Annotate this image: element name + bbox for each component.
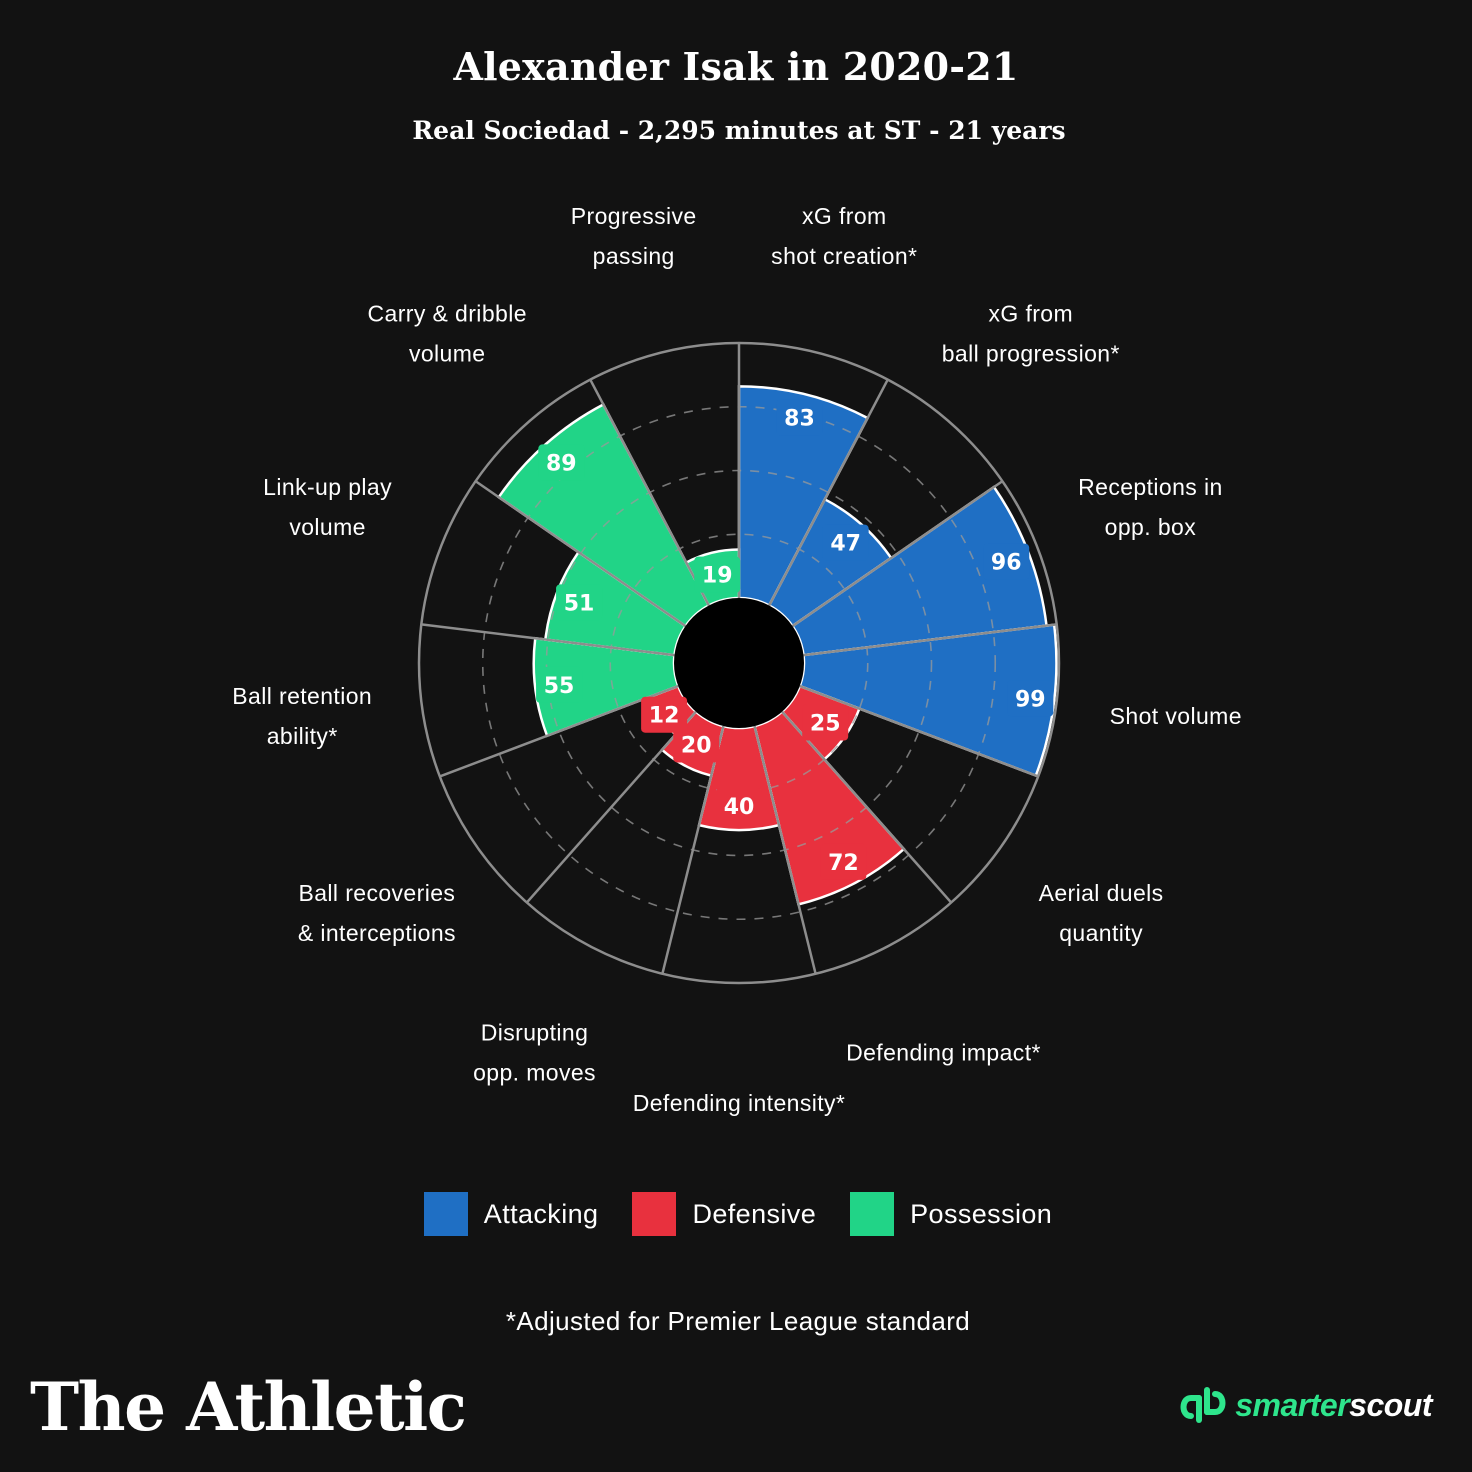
value-label-box xyxy=(822,524,869,561)
footnote: *Adjusted for Premier League standard xyxy=(505,1306,971,1336)
category-label: Progressive passing xyxy=(571,203,697,269)
value-label: 51 xyxy=(556,584,603,621)
value-label-text: 51 xyxy=(564,591,595,616)
value-label: 40 xyxy=(716,788,762,824)
smarterscout-logo-icon xyxy=(1180,1387,1226,1423)
value-label-box xyxy=(776,399,823,436)
center-hole xyxy=(674,598,804,728)
category-label: xG from shot creation* xyxy=(771,203,917,269)
legend-item-possession: Possession xyxy=(850,1192,1052,1236)
value-label-box xyxy=(983,543,1030,580)
value-label-text: 83 xyxy=(784,407,815,432)
legend-swatch-possession xyxy=(850,1192,895,1236)
value-label: 25 xyxy=(802,704,849,741)
category-label: Ball recoveries & interceptions xyxy=(298,880,456,946)
category-label: Ball retention ability* xyxy=(232,683,372,749)
legend-item-attacking: Attacking xyxy=(423,1192,599,1236)
value-label-box xyxy=(694,556,741,593)
value-label: 20 xyxy=(673,726,720,763)
value-label-box xyxy=(641,696,688,733)
legend: Attacking Defensive Possession xyxy=(0,1192,1472,1236)
value-label-box xyxy=(673,726,720,763)
spoke-4 xyxy=(803,623,1057,657)
value-label-text: 47 xyxy=(830,532,861,557)
value-label-text: 40 xyxy=(724,795,755,820)
value-label-box xyxy=(536,666,583,703)
category-label: Carry & dribble volume xyxy=(368,301,527,367)
value-label: 12 xyxy=(641,696,688,733)
value-label-box xyxy=(802,704,849,741)
category-label: xG from ball progression* xyxy=(942,301,1120,367)
spoke-6 xyxy=(781,710,953,904)
category-label: Link-up play volume xyxy=(263,474,392,540)
spoke-9 xyxy=(525,710,697,904)
chart-subtitle: Real Sociedad - 2,295 minutes at ST - 21… xyxy=(412,116,1066,145)
value-label-text: 12 xyxy=(649,704,680,729)
category-label: Defending intensity* xyxy=(633,1090,846,1116)
legend-label-attacking: Attacking xyxy=(483,1198,599,1229)
spoke-10 xyxy=(439,684,679,778)
value-label-text: 20 xyxy=(681,733,712,758)
legend-swatch-attacking xyxy=(423,1192,468,1236)
value-label: 55 xyxy=(536,666,583,703)
category-label: Shot volume xyxy=(1110,703,1242,729)
value-label-box xyxy=(538,444,585,481)
smarterscout-logo: smarterscout xyxy=(1177,1384,1432,1426)
category-label: Disrupting opp. moves xyxy=(473,1020,596,1086)
legend-label-possession: Possession xyxy=(910,1198,1053,1229)
value-label-text: 55 xyxy=(544,674,575,699)
smarterscout-name-part1: smarter xyxy=(1235,1386,1350,1423)
spoke-2 xyxy=(768,379,889,607)
spoke-3 xyxy=(791,480,1004,628)
value-label: 72 xyxy=(820,843,867,880)
spoke-7 xyxy=(753,725,817,975)
spoke-5 xyxy=(799,684,1039,778)
value-label-text: 72 xyxy=(828,851,859,876)
grid-layer xyxy=(417,341,1061,985)
value-label: 83 xyxy=(776,399,823,436)
value-label-text: 99 xyxy=(1015,687,1046,712)
value-label-box xyxy=(556,584,603,621)
value-label: 89 xyxy=(538,444,585,481)
the-athletic-logo: The Athletic xyxy=(30,1368,467,1446)
value-label: 99 xyxy=(1007,680,1054,717)
category-label: Receptions in opp. box xyxy=(1078,474,1223,540)
category-label: Defending impact* xyxy=(846,1040,1041,1066)
legend-item-defensive: Defensive xyxy=(632,1192,816,1236)
legend-label-defensive: Defensive xyxy=(692,1198,817,1229)
category-labels-layer: xG from shot creation* xG from ball progres… xyxy=(232,203,1242,1116)
spoke-8 xyxy=(661,725,725,975)
value-label-text: 25 xyxy=(810,712,841,737)
spoke-13 xyxy=(589,379,710,607)
value-label-box xyxy=(716,788,762,824)
spoke-12 xyxy=(474,480,687,628)
value-label-text: 96 xyxy=(991,551,1022,576)
value-label-text: 19 xyxy=(702,564,733,589)
chart-title: Alexander Isak in 2020-21 xyxy=(453,44,1019,89)
value-label: 19 xyxy=(694,556,741,593)
legend-swatch-defensive xyxy=(632,1192,677,1236)
value-label-box xyxy=(820,843,867,880)
category-label: Aerial duels quantity xyxy=(1039,880,1164,946)
value-label-box xyxy=(1007,680,1054,717)
value-label: 47 xyxy=(822,524,869,561)
spoke-11 xyxy=(421,623,675,657)
value-label-text: 89 xyxy=(546,451,577,476)
value-label: 96 xyxy=(983,543,1030,580)
smarterscout-name-part2: scout xyxy=(1349,1386,1432,1423)
